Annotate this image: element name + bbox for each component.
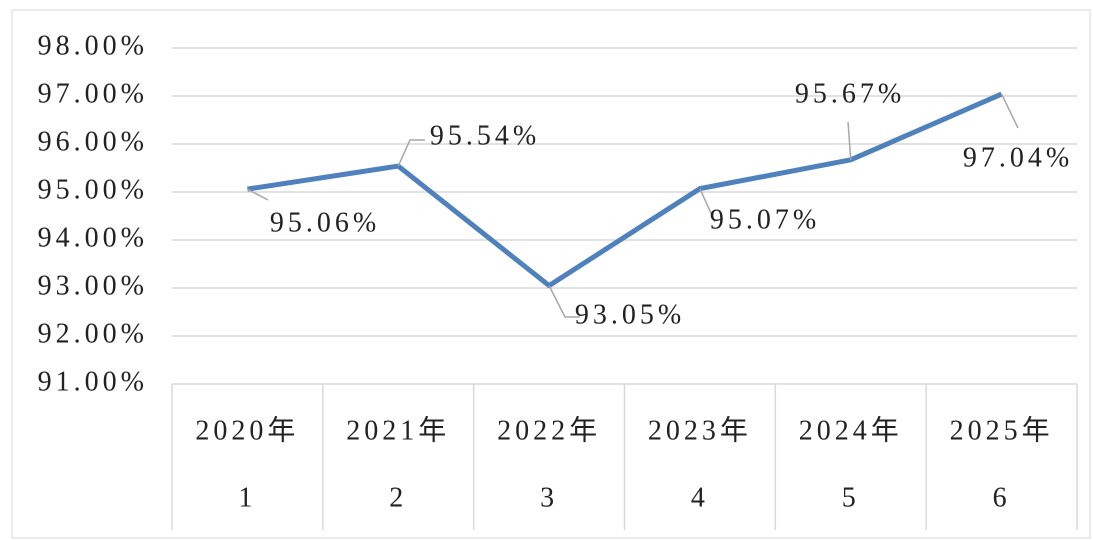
y-tick-label: 92.00% [38,318,148,349]
leader-line [548,285,580,318]
leader-line [699,188,716,223]
data-label: 95.54% [430,120,540,151]
data-label: 93.05% [575,299,685,330]
y-tick-label: 91.00% [38,366,148,397]
x-subtick-label: 5 [842,482,860,513]
leader-line [247,188,269,201]
x-subtick-label: 4 [691,482,709,513]
x-tick-label: 2025年 [950,414,1054,446]
x-tick-label: 2023年 [648,414,752,446]
data-label: 95.07% [710,204,820,235]
y-tick-label: 98.00% [38,30,148,61]
x-subtick-label: 6 [993,482,1011,513]
y-tick-label: 97.00% [38,78,148,109]
y-tick-label: 93.00% [38,270,148,301]
leader-line [1000,93,1019,129]
x-subtick-label: 3 [540,482,558,513]
data-label: 97.04% [963,142,1073,173]
x-tick-label: 2024年 [799,414,903,446]
y-tick-label: 96.00% [38,126,148,157]
leader-line [397,139,425,167]
x-tick-label: 2020年 [195,414,299,446]
data-label: 95.06% [270,207,380,238]
x-subtick-label: 2 [389,482,407,513]
y-tick-label: 95.00% [38,174,148,205]
data-label: 95.67% [795,78,905,109]
line-series [247,91,1003,289]
x-tick-label: 2022年 [497,414,601,446]
y-tick-label: 94.00% [38,222,148,253]
x-tick-label: 2021年 [346,414,450,446]
chart-frame [11,9,1091,539]
leader-line [847,121,852,160]
x-subtick-label: 1 [238,482,256,513]
